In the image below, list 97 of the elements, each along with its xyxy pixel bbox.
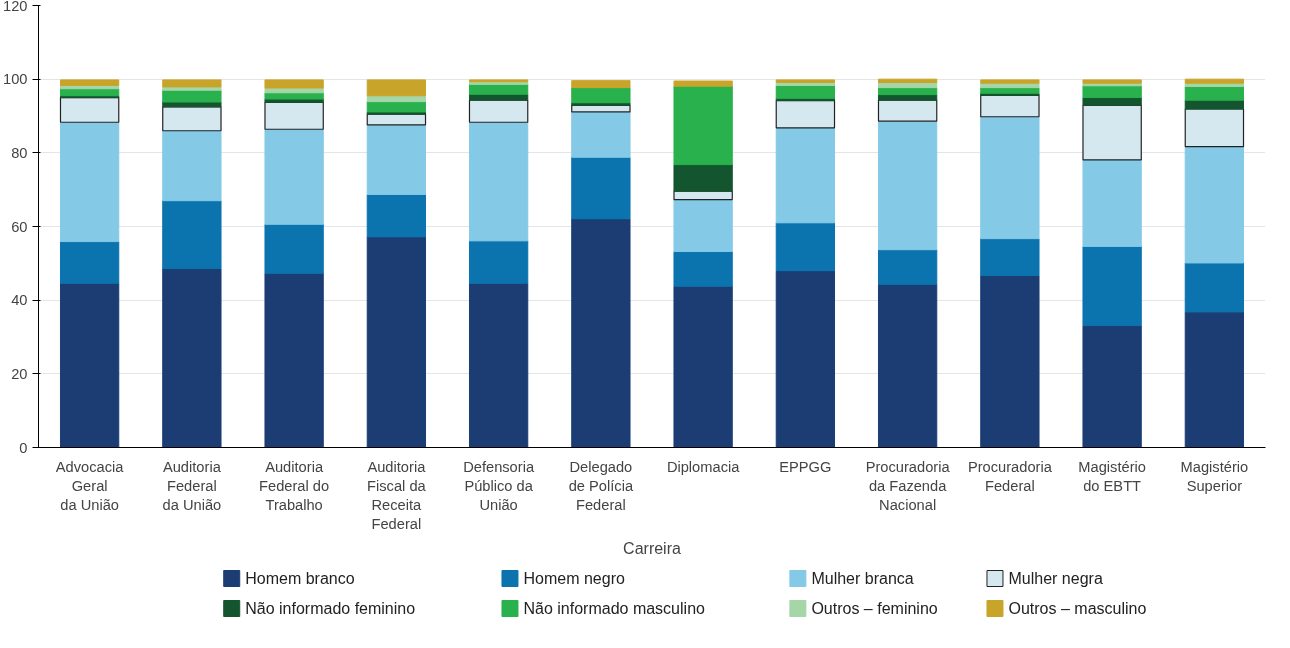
bar bbox=[877, 94, 938, 101]
bar bbox=[877, 249, 938, 285]
bar bbox=[673, 251, 733, 287]
bar bbox=[366, 124, 427, 195]
bar bbox=[366, 101, 427, 113]
bar bbox=[775, 270, 836, 448]
bar bbox=[264, 92, 324, 100]
bar bbox=[468, 99, 529, 123]
bar bbox=[571, 87, 631, 104]
bar bbox=[59, 282, 120, 448]
legend-label: Mulher negra bbox=[1008, 570, 1103, 587]
legend-label: Não informado feminino bbox=[245, 600, 416, 617]
bar bbox=[1184, 311, 1245, 448]
bar bbox=[162, 89, 222, 103]
bar bbox=[980, 274, 1040, 448]
y-tick-label: 100 bbox=[3, 71, 28, 88]
x-tick-label: Defensoria Público da União bbox=[463, 458, 535, 513]
bar bbox=[571, 80, 631, 89]
bar bbox=[162, 200, 222, 269]
bar bbox=[264, 101, 324, 130]
bar bbox=[980, 87, 1040, 94]
x-axis-title: Carreira bbox=[623, 540, 681, 558]
bar bbox=[1184, 146, 1245, 264]
bar bbox=[162, 267, 222, 448]
x-tick-label: Procuradoria Federal bbox=[967, 458, 1053, 494]
x-tick-label: Magistério Superior bbox=[1180, 458, 1249, 494]
bar bbox=[1082, 325, 1142, 448]
bar bbox=[1184, 262, 1245, 313]
bar bbox=[775, 127, 836, 224]
bar bbox=[1184, 99, 1245, 110]
legend-label: Homem negro bbox=[523, 570, 625, 587]
legend-label: Outros – masculino bbox=[1008, 600, 1147, 617]
bar bbox=[59, 121, 120, 243]
y-tick-label: 40 bbox=[11, 292, 28, 309]
y-tick-label: 80 bbox=[11, 144, 28, 161]
bar bbox=[775, 84, 836, 99]
bar bbox=[673, 199, 733, 253]
x-tick-label: Magistério do EBTT bbox=[1078, 458, 1146, 494]
bar bbox=[366, 193, 427, 238]
x-tick-label: Auditoria Federal do Trabalho bbox=[259, 458, 330, 513]
y-tick-label: 20 bbox=[11, 365, 28, 382]
bar bbox=[1082, 159, 1142, 247]
legend-label: Mulher branca bbox=[811, 570, 914, 587]
bar bbox=[1184, 86, 1245, 101]
bar bbox=[673, 85, 733, 166]
bar bbox=[775, 99, 836, 129]
x-tick-label: Procuradoria da Fazenda Nacional bbox=[865, 458, 951, 513]
y-tick-label: 60 bbox=[11, 218, 28, 235]
bar bbox=[673, 80, 733, 87]
bar bbox=[59, 79, 120, 86]
bar bbox=[571, 111, 631, 158]
x-tick-label: Advocacia Geral da União bbox=[55, 458, 125, 513]
bar bbox=[468, 282, 529, 448]
bar bbox=[468, 121, 529, 242]
bar bbox=[673, 285, 733, 448]
bar bbox=[980, 79, 1040, 84]
bar bbox=[264, 128, 324, 225]
bar bbox=[264, 79, 324, 89]
bar bbox=[162, 106, 222, 132]
bar bbox=[264, 223, 324, 274]
bar bbox=[1184, 78, 1245, 84]
bar bbox=[571, 156, 631, 220]
bar bbox=[1082, 97, 1142, 106]
bar bbox=[877, 283, 938, 448]
x-tick-label: Auditoria Fiscal da Receita Federal bbox=[367, 458, 427, 533]
bar bbox=[1082, 85, 1142, 99]
x-tick-label: Diplomacia bbox=[666, 458, 741, 475]
bar bbox=[571, 218, 631, 448]
bar bbox=[366, 236, 427, 448]
bar bbox=[162, 79, 222, 88]
bar bbox=[59, 96, 120, 123]
bar bbox=[980, 238, 1040, 276]
bar bbox=[468, 83, 529, 95]
bar bbox=[980, 116, 1040, 240]
bar bbox=[1082, 245, 1142, 327]
legend-label: Homem branco bbox=[245, 570, 355, 587]
y-tick-label: 120 bbox=[3, 0, 28, 14]
x-tick-label: Auditoria Federal da União bbox=[162, 458, 222, 513]
bar bbox=[1184, 108, 1245, 148]
y-tick-label: 0 bbox=[19, 439, 28, 456]
bar bbox=[468, 240, 529, 284]
bar bbox=[366, 79, 427, 97]
bar bbox=[162, 130, 222, 202]
bar bbox=[1082, 104, 1142, 161]
x-tick-label: Delegado de Polícia Federal bbox=[568, 458, 634, 513]
bar bbox=[877, 78, 938, 83]
bar bbox=[877, 120, 938, 251]
bar bbox=[775, 222, 836, 272]
bar bbox=[264, 272, 324, 448]
bar bbox=[673, 164, 733, 192]
bar bbox=[571, 104, 631, 113]
bar bbox=[59, 241, 120, 284]
bar bbox=[980, 94, 1040, 118]
x-tick-label: EPPGG bbox=[779, 458, 832, 475]
legend-label: Outros – feminino bbox=[811, 600, 938, 617]
bar bbox=[877, 99, 938, 122]
legend-label: Não informado masculino bbox=[523, 600, 706, 617]
